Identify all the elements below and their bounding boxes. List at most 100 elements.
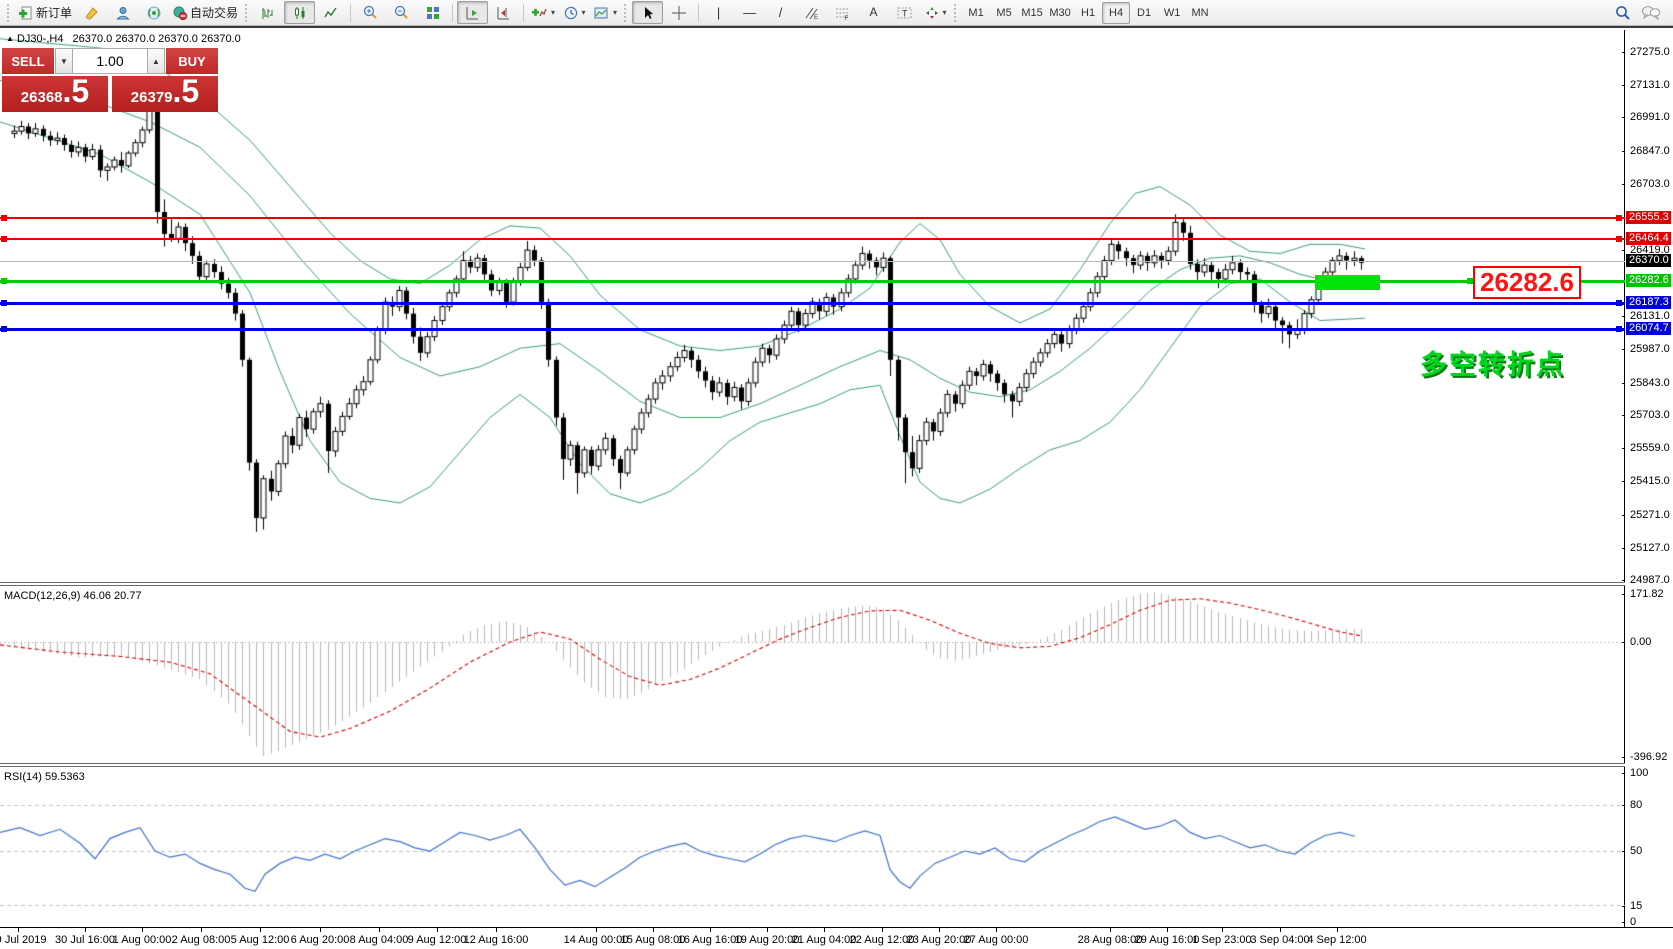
price-tick: 25271.0 [1630, 509, 1670, 521]
line-handle[interactable] [1616, 326, 1622, 332]
crosshair-button[interactable] [663, 1, 694, 24]
buy-price-button[interactable]: 26379.5 [112, 75, 218, 112]
symbol-info-label: ▲ DJ30-,H4 26370.0 26370.0 26370.0 26370… [6, 33, 241, 45]
profile-button[interactable] [107, 1, 138, 24]
price-tag[interactable]: 26370.0 [1626, 254, 1671, 267]
tf-M1[interactable]: M1 [968, 6, 984, 19]
volume-increase-button[interactable]: ▲ [147, 48, 165, 74]
axis-tick-mark [1622, 773, 1625, 774]
tile-windows-button[interactable] [417, 1, 448, 24]
toolbar-grip[interactable] [7, 3, 12, 22]
time-label: 6 Aug 20:00 [290, 934, 350, 946]
price-tag[interactable]: 26282.6 [1626, 274, 1671, 287]
horizontal-line-26074.7[interactable] [0, 328, 1625, 331]
text-button[interactable]: A [869, 5, 878, 19]
line-handle[interactable] [1, 326, 7, 332]
price-callout-label[interactable]: 26282.6 [1473, 266, 1581, 299]
tf-W1[interactable]: W1 [1163, 6, 1181, 19]
line-handle[interactable] [1467, 278, 1473, 284]
time-label: 1 Aug 00:00 [112, 934, 172, 946]
text-label-button[interactable]: T [889, 1, 920, 24]
autotrade-button[interactable]: 自动交易 [169, 1, 242, 24]
collapse-arrow-icon[interactable]: ▲ [6, 34, 14, 43]
price-tag[interactable]: 26464.4 [1626, 232, 1671, 245]
zoom-in-icon [363, 5, 377, 19]
zoom-in-button[interactable] [355, 1, 386, 24]
horizontal-line-26282.6[interactable] [0, 280, 1625, 283]
search-icon[interactable] [1615, 5, 1631, 21]
toolbar-grip[interactable] [245, 3, 250, 22]
tf-M5[interactable]: M5 [996, 6, 1012, 19]
pane-splitter[interactable] [0, 582, 1625, 586]
arrows-button[interactable]: ▾ [920, 1, 951, 24]
new-order-button[interactable]: 新订单 [15, 1, 76, 24]
price-axis[interactable]: 27275.0 27131.0 26991.0 26847.0 26703.0 … [1622, 30, 1673, 928]
time-tick-mark [1222, 928, 1223, 932]
signal-icon [147, 6, 161, 19]
horizontal-line-26555.3[interactable] [0, 217, 1625, 219]
line-handle[interactable] [1, 300, 7, 306]
pane-splitter[interactable] [0, 763, 1625, 767]
svg-text:E: E [814, 15, 818, 20]
time-tick-mark [437, 928, 438, 932]
toolbar-grip[interactable] [624, 3, 629, 22]
line-handle[interactable] [1, 278, 7, 284]
candlestick-chart-button[interactable] [284, 1, 316, 24]
channel-button[interactable]: E [796, 1, 827, 24]
fibonacci-button[interactable]: F [827, 1, 858, 24]
signal-button[interactable] [138, 1, 169, 24]
horizontal-line-button[interactable]: — [743, 5, 757, 20]
line-chart-button[interactable] [315, 1, 346, 24]
time-axis[interactable]: 29 Jul 2019 30 Jul 16:00 1 Aug 00:00 2 A… [0, 927, 1673, 949]
macd-pane-canvas[interactable] [0, 586, 1625, 763]
price-tag[interactable]: 26187.3 [1626, 296, 1671, 309]
time-tick-mark [882, 928, 883, 932]
sell-price-button[interactable]: 26368.5 [2, 75, 108, 112]
turning-point-annotation[interactable]: 多空转折点 [1420, 350, 1565, 380]
price-tag[interactable]: 26074.7 [1626, 322, 1671, 335]
volume-decrease-button[interactable]: ▼ [55, 48, 73, 74]
time-label: 12 Aug 16:00 [463, 934, 529, 946]
trendline-button[interactable]: / [778, 5, 783, 20]
vertical-line-button[interactable]: | [716, 5, 721, 20]
chat-icon[interactable] [1641, 5, 1661, 20]
sell-button[interactable]: SELL [2, 48, 54, 74]
tf-D1[interactable]: D1 [1137, 6, 1152, 19]
horizontal-line-26187.3[interactable] [0, 302, 1625, 305]
line-handle[interactable] [1616, 236, 1622, 242]
templates-button[interactable]: ▾ [590, 1, 621, 24]
main-chart-canvas[interactable] [0, 30, 1625, 582]
dropdown-caret: ▾ [613, 8, 618, 17]
periods-button[interactable]: ▾ [559, 1, 590, 24]
chart-shift-button[interactable] [488, 1, 519, 24]
buy-button[interactable]: BUY [166, 48, 218, 74]
axis-tick-mark [1622, 85, 1625, 86]
highlighter-button[interactable] [76, 1, 107, 24]
time-tick-mark [1280, 928, 1281, 932]
toolbar-grip[interactable] [954, 3, 959, 22]
tf-H4[interactable]: H4 [1102, 1, 1131, 24]
price-tag[interactable]: 26555.3 [1626, 211, 1671, 224]
line-handle[interactable] [1, 236, 7, 242]
axis-tick-mark [1622, 117, 1625, 118]
axis-tick-mark [1622, 316, 1625, 317]
tf-H1[interactable]: H1 [1081, 6, 1096, 19]
line-handle[interactable] [1616, 300, 1622, 306]
highlight-rectangle-object[interactable] [1315, 275, 1380, 290]
autoscroll-button[interactable] [457, 1, 489, 24]
line-handle[interactable] [1, 215, 7, 221]
rsi-pane-canvas[interactable] [0, 767, 1625, 927]
indicators-button[interactable]: ▾ [528, 1, 559, 24]
line-handle[interactable] [1616, 215, 1622, 221]
tf-MN[interactable]: MN [1191, 6, 1209, 19]
bar-chart-button[interactable] [253, 1, 284, 24]
dropdown-caret: ▾ [551, 8, 556, 17]
cursor-button[interactable] [632, 1, 664, 24]
zoom-out-button[interactable] [386, 1, 417, 24]
horizontal-line-26464.4[interactable] [0, 238, 1625, 240]
tf-M15[interactable]: M15 [1021, 6, 1043, 19]
time-label: 16 Aug 16:00 [677, 934, 743, 946]
tf-M30[interactable]: M30 [1049, 6, 1071, 19]
volume-input[interactable]: 1.00 [73, 48, 147, 74]
axis-tick-mark [1622, 805, 1625, 806]
